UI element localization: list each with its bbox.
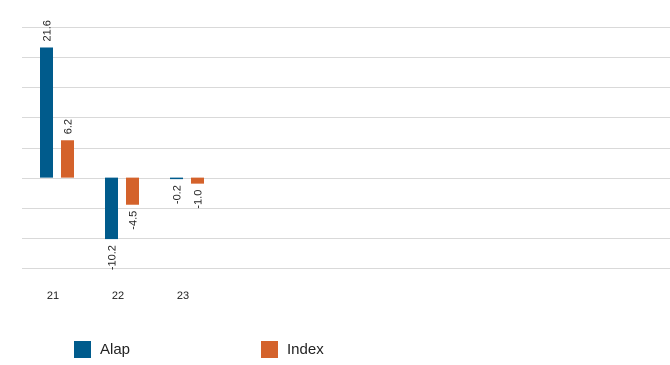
legend-label-index: Index bbox=[287, 341, 324, 358]
data-label-index-21: 6.2 bbox=[63, 119, 75, 134]
data-label-index-23: -1.0 bbox=[193, 190, 205, 209]
legend-label-alap: Alap bbox=[100, 341, 131, 358]
x-tick-label-23: 23 bbox=[177, 290, 189, 302]
bar-alap-22 bbox=[105, 177, 118, 240]
legend-swatch-index bbox=[261, 341, 278, 358]
data-label-alap-21: 21.6 bbox=[42, 20, 54, 41]
bar-index-21 bbox=[61, 140, 74, 178]
legend-item-alap: Alap bbox=[74, 341, 261, 358]
legend: Alap Index bbox=[74, 341, 448, 358]
bar-alap-23 bbox=[170, 177, 183, 180]
x-tick-label-21: 21 bbox=[47, 290, 59, 302]
legend-swatch-alap bbox=[74, 341, 91, 358]
legend-item-index: Index bbox=[261, 341, 448, 358]
bar-alap-21 bbox=[40, 47, 53, 178]
x-tick-labels: 21 22 23 bbox=[47, 290, 189, 302]
x-tick-label-22: 22 bbox=[112, 290, 124, 302]
bar-index-23 bbox=[191, 177, 204, 184]
data-label-index-22: -4.5 bbox=[128, 211, 140, 230]
data-label-alap-22: -10.2 bbox=[107, 245, 119, 270]
data-label-alap-23: -0.2 bbox=[172, 185, 184, 204]
gridlines bbox=[22, 27, 670, 269]
bars bbox=[40, 47, 204, 240]
data-labels: 21.6 6.2 -10.2 -4.5 -0.2 -1.0 bbox=[42, 20, 205, 270]
bar-index-22 bbox=[126, 177, 139, 205]
